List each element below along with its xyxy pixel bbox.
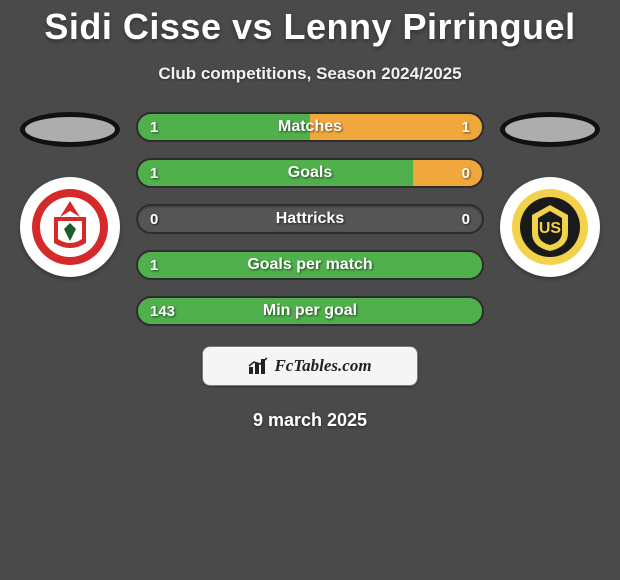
bar-left-value: 143	[150, 298, 175, 324]
stat-bar: Min per goal143	[136, 296, 484, 326]
stat-bar: Matches1 1	[136, 112, 484, 142]
bar-left-value: 1	[150, 252, 158, 278]
stat-bar: Goals1 0	[136, 158, 484, 188]
crest-left-icon	[30, 187, 110, 267]
page-title: Sidi Cisse vs Lenny Pirringuel	[0, 0, 620, 48]
bar-left-value: 0	[150, 206, 158, 232]
bar-left-value: 1	[150, 114, 158, 140]
bar-right-value: 1	[462, 114, 470, 140]
left-player-placeholder	[20, 112, 120, 147]
bar-left-value: 1	[150, 160, 158, 186]
date-text: 9 march 2025	[0, 410, 620, 431]
bar-right-value: 0	[462, 160, 470, 186]
svg-text:US: US	[539, 220, 562, 237]
right-side: US	[490, 112, 610, 277]
stat-bar: Hattricks0 0	[136, 204, 484, 234]
bar-label: Matches	[138, 114, 482, 140]
bars-column: Matches11Goals10Hattricks00Goals per mat…	[130, 112, 490, 342]
left-side	[10, 112, 130, 277]
page-subtitle: Club competitions, Season 2024/2025	[0, 64, 620, 84]
crest-right: US	[500, 177, 600, 277]
crest-left	[20, 177, 120, 277]
bar-label: Goals per match	[138, 252, 482, 278]
right-player-placeholder	[500, 112, 600, 147]
infographic-container: Sidi Cisse vs Lenny Pirringuel Club comp…	[0, 0, 620, 580]
brand-text: FcTables.com	[274, 356, 371, 376]
bars-icon	[248, 357, 270, 375]
brand-box: FcTables.com	[202, 346, 418, 386]
bar-label: Hattricks	[138, 206, 482, 232]
bar-label: Goals	[138, 160, 482, 186]
content-row: Matches11Goals10Hattricks00Goals per mat…	[0, 112, 620, 342]
bar-label: Min per goal	[138, 298, 482, 324]
stat-bar: Goals per match1	[136, 250, 484, 280]
crest-right-icon: US	[510, 187, 590, 267]
bar-right-value: 0	[462, 206, 470, 232]
